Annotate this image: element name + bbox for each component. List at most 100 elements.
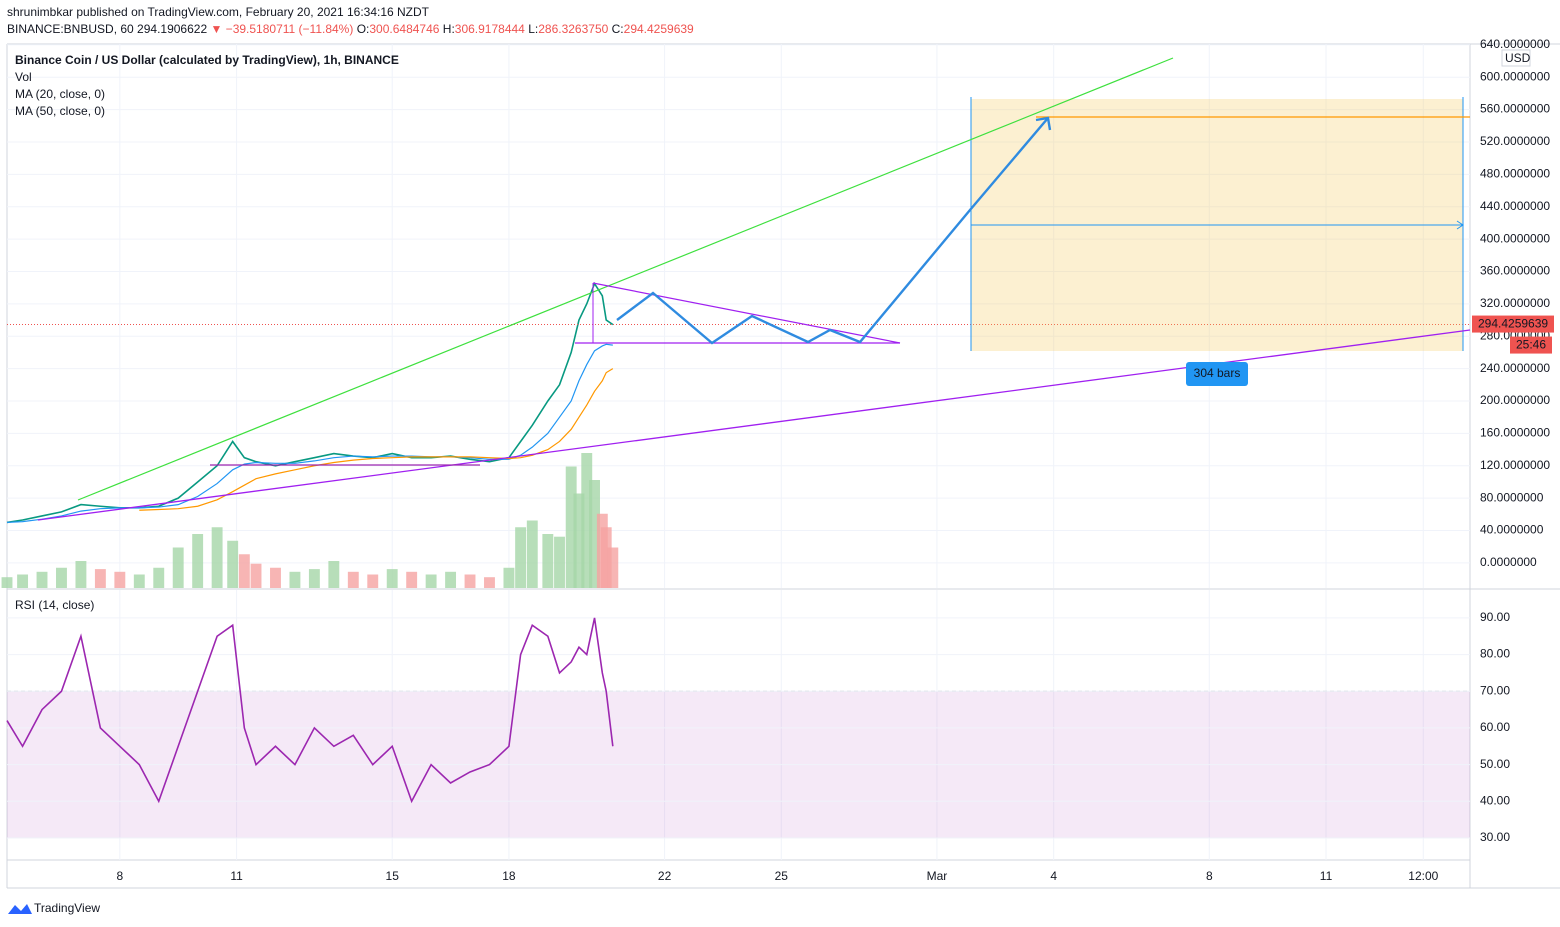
volume-bar [581, 453, 593, 588]
volume-bar [250, 563, 262, 588]
volume-bar [270, 567, 281, 588]
symbol: BINANCE:BNBUSD, 60 [7, 22, 134, 36]
volume-bar [172, 547, 184, 588]
y-tick-label: 560.0000000 [1480, 102, 1550, 116]
series-line [6, 281, 614, 524]
x-tick-label: 12:00 [1408, 869, 1438, 883]
y-tick-label: 60.00 [1480, 720, 1510, 734]
y-tick-label: 80.00 [1480, 647, 1510, 661]
range-arrow-head [1456, 220, 1464, 230]
y-tick-label: 120.0000000 [1480, 458, 1550, 472]
volume-bar [607, 547, 619, 588]
y-tick-label: 30.00 [1480, 830, 1510, 844]
y-tick-label: 240.0000000 [1480, 361, 1550, 375]
volume-bar [464, 574, 476, 588]
publisher: shrunimbkar published on TradingView.com… [7, 5, 430, 19]
legend-entry: MA (20, close, 0) [15, 87, 105, 101]
x-tick-label: 8 [116, 869, 123, 883]
projection-arrow-head [1035, 116, 1052, 131]
y-tick-label: 40.00 [1480, 793, 1510, 807]
legend-entry: RSI (14, close) [15, 598, 94, 612]
volume-bar [75, 561, 87, 588]
volume-bar [192, 534, 204, 588]
volume-bar [94, 569, 106, 588]
volume-bar [211, 527, 223, 588]
header: shrunimbkar published on TradingView.com… [7, 4, 694, 38]
y-tick-label: 90.00 [1480, 610, 1510, 624]
x-tick-label: Mar [927, 869, 948, 883]
volume-bar [526, 520, 538, 588]
series-line [6, 617, 614, 804]
volume-bar [565, 466, 577, 588]
x-tick-label: 4 [1050, 869, 1057, 883]
volume-bar [515, 527, 527, 588]
ohlc-value: 294.4259639 [623, 22, 694, 36]
y-tick-label: 640.0000000 [1480, 37, 1550, 51]
volume-bar [573, 493, 585, 588]
x-tick-label: 15 [386, 869, 400, 883]
x-tick-label: 8 [1206, 869, 1213, 883]
y-tick-label: 600.0000000 [1480, 69, 1550, 83]
volume-bar [589, 480, 600, 588]
ohlc-value: 306.9178444 [454, 22, 525, 36]
trend-line-upper [77, 57, 1174, 501]
x-tick-label: 22 [658, 869, 672, 883]
volume-bar [133, 574, 145, 588]
volume-bar [56, 567, 67, 588]
currency: USD [1505, 51, 1531, 65]
y-tick-label: 0.0000000 [1480, 555, 1537, 569]
volume-bar [554, 536, 565, 588]
ohlc-label: L: [528, 22, 539, 36]
volume-bar [386, 569, 398, 588]
volume-bar [347, 571, 359, 588]
projection-path [616, 117, 1049, 345]
series-line [139, 368, 614, 511]
volume-bar [542, 534, 554, 588]
logo-mark [8, 904, 32, 914]
countdown-box [1510, 336, 1552, 354]
volume-bar [484, 577, 495, 588]
volume-bar [36, 571, 48, 588]
currency-box [1501, 49, 1531, 67]
volume-bar [445, 571, 457, 588]
volume-bar [503, 567, 515, 588]
triangle-top [592, 282, 901, 344]
range-label-box [1186, 362, 1248, 386]
x-tick-label: 18 [502, 869, 516, 883]
ohlc-value: 286.3263750 [538, 22, 609, 36]
y-tick-label: 400.0000000 [1480, 231, 1550, 245]
ohlc-label: H: [442, 22, 455, 36]
volume-bar [227, 540, 239, 588]
y-tick-label: 320.0000000 [1480, 296, 1550, 310]
y-tick-label: 200.0000000 [1480, 393, 1550, 407]
volume-bar [17, 574, 29, 588]
y-tick-label: 80.0000000 [1480, 490, 1544, 504]
volume-bar [238, 554, 250, 588]
volume-bar [114, 571, 126, 588]
volume-bar [308, 569, 320, 588]
legend-entry: Binance Coin / US Dollar (calculated by … [15, 53, 399, 67]
last: 294.1906622 [137, 22, 208, 36]
volume-bar [328, 561, 340, 588]
volume-bar [1, 577, 13, 588]
ohlc-value: 300.6484746 [369, 22, 440, 36]
axis-area [1470, 44, 1560, 860]
y-tick-label: 160.0000000 [1480, 426, 1550, 440]
quote-line: BINANCE:BNBUSD, 60 294.1906622 ▼ −39.518… [7, 21, 694, 38]
y-tick-label: 40.0000000 [1480, 523, 1544, 537]
y-tick-label: 360.0000000 [1480, 264, 1550, 278]
volume-bar [367, 574, 379, 588]
ohlc-label: O: [356, 22, 370, 36]
range-label: 304 bars [1194, 366, 1241, 380]
y-tick-label: 480.0000000 [1480, 167, 1550, 181]
volume-bar [425, 574, 437, 588]
countdown: 25:46 [1516, 338, 1546, 352]
legend-entry: MA (50, close, 0) [15, 104, 105, 118]
volume-bar [289, 571, 301, 588]
change: ▼ −39.5180711 (−11.84%) [210, 22, 354, 36]
x-tick-label: 25 [775, 869, 789, 883]
trend-line-lower [37, 329, 1471, 521]
last-price-box [1472, 315, 1554, 333]
